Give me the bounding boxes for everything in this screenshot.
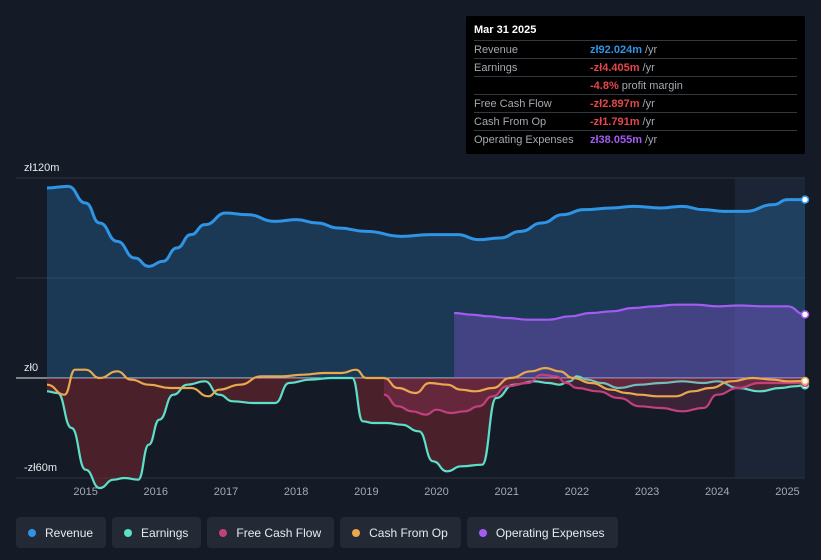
cash-from-op-line — [46, 366, 806, 398]
earnings-area — [47, 376, 805, 488]
tooltip-row-profit-margin: -4.8% profit margin — [474, 76, 797, 94]
tooltip-row-earnings: Earnings -zł4.405m /yr — [474, 58, 797, 76]
free-cash-flow-area — [383, 374, 805, 415]
legend-label: Cash From Op — [369, 525, 448, 540]
tooltip-value: -zł2.897m — [590, 97, 640, 110]
tooltip-date: Mar 31 2025 — [474, 24, 537, 36]
tooltip-unit: /yr — [642, 115, 655, 128]
legend-cash-from-op[interactable]: Cash From Op — [340, 517, 461, 548]
tooltip-value: -zł4.405m — [590, 61, 640, 74]
x-tick-label: 2015 — [73, 486, 97, 498]
x-tick-label: 2021 — [494, 486, 518, 498]
tooltip-unit: /yr — [642, 61, 655, 74]
tooltip-unit: /yr — [644, 133, 658, 146]
revenue-line — [46, 184, 805, 268]
x-tick-label: 2020 — [424, 486, 448, 498]
x-tick-label: 2023 — [635, 486, 659, 498]
legend-dot — [352, 528, 361, 537]
free-cash-flow-line — [383, 373, 806, 416]
tooltip-label: Operating Expenses — [474, 133, 574, 146]
revenue-area — [47, 186, 805, 378]
x-tick-label: 2017 — [214, 486, 238, 498]
highlight-region — [734, 178, 805, 478]
operating-expenses-line — [454, 303, 806, 321]
legend-operating-expenses[interactable]: Operating Expenses — [466, 517, 618, 548]
legend-dot — [219, 528, 228, 537]
tooltip-value: -4.8% — [590, 79, 619, 92]
y-label-bottom: -zł60m — [24, 462, 57, 474]
legend-earnings[interactable]: Earnings — [112, 517, 202, 548]
tooltip-unit: /yr — [642, 97, 655, 110]
operating-expenses-end-dot — [800, 310, 810, 319]
tooltip-unit: /yr — [644, 43, 658, 56]
x-tick-label: 2025 — [775, 486, 799, 498]
x-tick-label: 2022 — [565, 486, 589, 498]
earnings-line — [46, 375, 806, 490]
tooltip-value: zł38.055m — [590, 133, 642, 146]
legend-label: Free Cash Flow — [236, 525, 322, 540]
legend: Revenue Earnings Free Cash Flow Cash Fro… — [16, 517, 618, 548]
tooltip: Mar 31 2025 Revenue zł92.024m /yr Earnin… — [466, 16, 805, 154]
x-tick-label: 2018 — [284, 486, 308, 498]
operating-expenses-area — [454, 304, 805, 378]
x-tick-label: 2024 — [705, 486, 729, 498]
tooltip-row-revenue: Revenue zł92.024m /yr — [474, 40, 797, 58]
legend-dot — [28, 528, 36, 537]
tooltip-value: zł92.024m — [590, 43, 642, 56]
legend-dot — [124, 528, 133, 537]
legend-label: Operating Expenses — [495, 525, 605, 540]
tooltip-row-free-cash-flow: Free Cash Flow -zł2.897m /yr — [474, 94, 797, 112]
tooltip-label: Earnings — [474, 61, 518, 74]
tooltip-row-cash-from-op: Cash From Op -zł1.791m /yr — [474, 112, 797, 130]
tooltip-label: Cash From Op — [474, 115, 547, 128]
y-label-zero: zł0 — [24, 362, 38, 374]
x-tick-label: 2016 — [144, 486, 168, 498]
tooltip-row-operating-expenses: Operating Expenses zł38.055m /yr — [474, 130, 797, 148]
revenue-end-dot — [800, 195, 810, 204]
legend-label: Earnings — [141, 525, 189, 540]
tooltip-label: Revenue — [474, 43, 519, 56]
x-tick-label: 2019 — [354, 486, 378, 498]
legend-revenue[interactable]: Revenue — [16, 517, 107, 548]
legend-label: Revenue — [45, 525, 94, 540]
y-label-top: zł120m — [24, 162, 59, 174]
tooltip-label: Free Cash Flow — [474, 97, 552, 110]
tooltip-unit: profit margin — [621, 79, 683, 92]
legend-dot — [478, 528, 487, 537]
cash-from-op-end-dot — [800, 376, 810, 386]
legend-free-cash-flow[interactable]: Free Cash Flow — [207, 517, 335, 548]
tooltip-value: -zł1.791m — [590, 115, 640, 128]
